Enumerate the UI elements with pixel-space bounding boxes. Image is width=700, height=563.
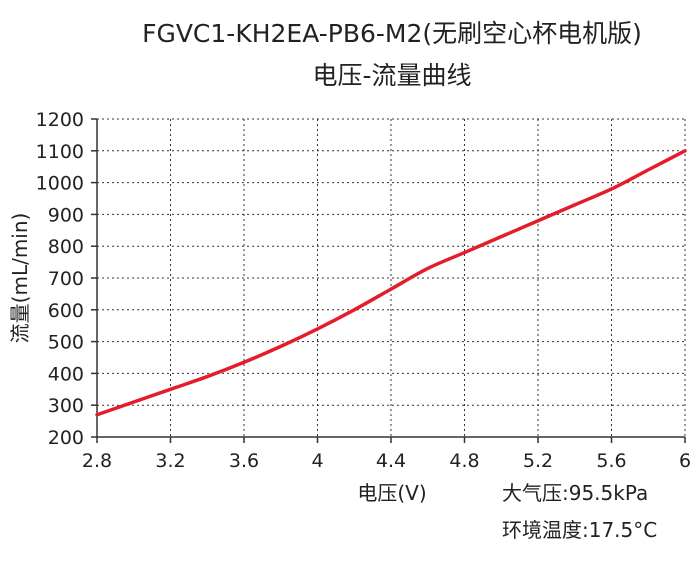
grid-lines [97,118,686,437]
x-axis-label: 电压(V) [357,481,426,505]
chart-subtitle: 电压-流量曲线 [312,61,471,90]
axes [91,118,686,443]
chart-title: FGVC1-KH2EA-PB6-M2(无刷空心杯电机版) [142,19,642,48]
y-tick-label: 1000 [36,173,84,195]
x-tick-label: 6 [679,450,691,472]
annotation-temperature: 环境温度:17.5°C [502,518,657,542]
x-tick-label: 3.2 [155,450,185,472]
annotation-pressure: 大气压:95.5kPa [502,481,648,505]
series-layer [95,149,687,417]
y-tick-label: 1200 [36,109,84,131]
x-tick-label: 3.6 [229,450,259,472]
y-tick-label: 200 [48,427,84,449]
y-tick-label: 300 [48,395,84,417]
y-axis-label: 流量(mL/min) [8,213,32,344]
x-tick-label: 2.8 [82,450,112,472]
tick-labels: 2.8 3.2 3.6 4 4.4 4.8 5.2 5.6 6 200 300 400 500 600 70… [36,109,691,472]
y-tick-label: 400 [48,363,84,385]
y-tick-label: 500 [48,332,84,354]
series-line [95,149,687,417]
x-tick-label: 4.4 [376,450,406,472]
x-tick-label: 4 [311,450,323,472]
x-tick-label: 5.2 [523,450,553,472]
y-tick-label: 600 [48,300,84,322]
y-tick-label: 800 [48,236,84,258]
x-tick-label: 5.6 [596,450,626,472]
y-tick-label: 700 [48,268,84,290]
x-tick-label: 4.8 [449,450,479,472]
y-tick-label: 900 [48,204,84,226]
y-tick-label: 1100 [36,141,84,163]
